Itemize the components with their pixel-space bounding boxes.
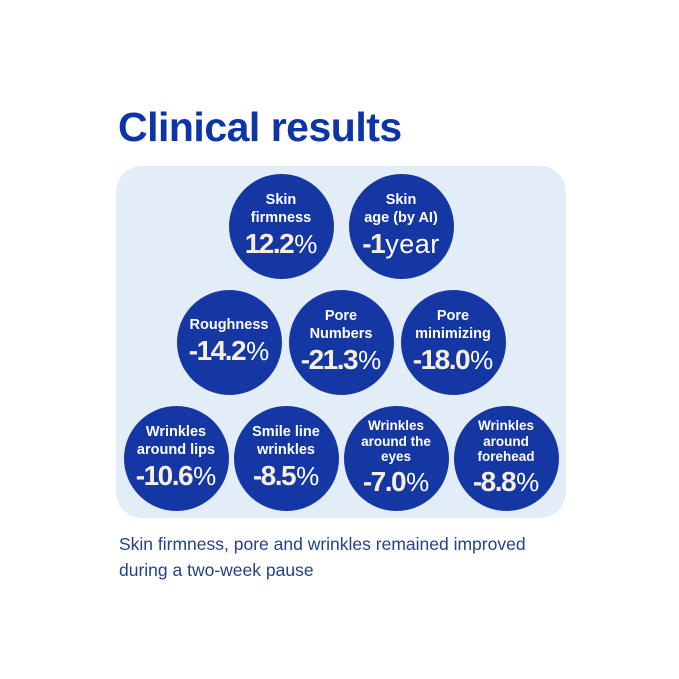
stat-unit: % (470, 344, 494, 375)
stat-label: Skin firmness (250, 192, 312, 226)
bubble-roughness: Roughness -14.2% (176, 289, 282, 395)
stat-label: Wrinkles around forehead (477, 417, 535, 465)
stat-unit: % (358, 344, 382, 375)
stat-number: -8.8 (472, 466, 517, 498)
footnote-caption: Skin firmness, pore and wrinkles remaine… (119, 534, 526, 581)
stat-unit: % (294, 228, 318, 259)
stat-value: -14.2% (189, 335, 269, 367)
stat-number: -21.3 (300, 343, 359, 375)
stat-label: Wrinkles around lips (136, 424, 216, 458)
stat-unit: % (516, 467, 540, 498)
stat-number: -14.2 (188, 335, 247, 367)
stat-value: -8.8% (473, 466, 539, 498)
stat-value: -21.3% (301, 344, 381, 376)
stat-unit: % (246, 336, 270, 367)
stat-value: -1 year (362, 228, 439, 260)
bubble-wrinkles-forehead: Wrinkles around forehead -8.8% (453, 405, 559, 511)
stat-value: 12.2% (245, 228, 318, 260)
bubble-row-3: Wrinkles around lips -10.6% Smile line w… (123, 405, 559, 511)
bubble-skin-age: Skin age (by AI) -1 year (348, 173, 454, 279)
page-title: Clinical results (118, 104, 402, 150)
stat-number: -10.6 (135, 459, 194, 491)
stat-unit: % (406, 467, 430, 498)
stat-unit: % (193, 460, 217, 491)
stat-number: -8.5 (252, 459, 297, 491)
stat-value: -18.0% (413, 344, 493, 376)
stat-unit: % (296, 460, 320, 491)
stat-number: -1 (362, 227, 385, 259)
stat-label: Pore Numbers (309, 308, 373, 342)
stat-value: -7.0% (363, 466, 429, 498)
bubble-skin-firmness: Skin firmness 12.2% (228, 173, 334, 279)
bubble-row-1: Skin firmness 12.2% Skin age (by AI) -1 y… (228, 173, 454, 279)
bubble-row-2: Roughness -14.2% Pore Numbers -21.3% Por… (176, 289, 506, 395)
stat-number: -7.0 (362, 466, 407, 498)
stat-number: -18.0 (412, 343, 471, 375)
stat-unit: year (385, 228, 440, 259)
bubble-pore-minimizing: Pore minimizing -18.0% (400, 289, 506, 395)
stat-label: Wrinkles around the eyes (361, 417, 431, 465)
results-panel: Skin firmness 12.2% Skin age (by AI) -1 y… (116, 166, 566, 518)
stat-label: Skin age (by AI) (364, 192, 438, 226)
stat-label: Smile line wrinkles (252, 424, 320, 458)
stat-value: -10.6% (136, 460, 216, 492)
bubble-smile-line-wrinkles: Smile line wrinkles -8.5% (233, 405, 339, 511)
bubble-wrinkles-lips: Wrinkles around lips -10.6% (123, 405, 229, 511)
stat-number: 12.2 (244, 227, 295, 259)
bubble-wrinkles-eyes: Wrinkles around the eyes -7.0% (343, 405, 449, 511)
bubble-pore-numbers: Pore Numbers -21.3% (288, 289, 394, 395)
stat-label: Roughness (189, 316, 269, 333)
stat-label: Pore minimizing (415, 308, 491, 342)
stat-value: -8.5% (253, 460, 319, 492)
